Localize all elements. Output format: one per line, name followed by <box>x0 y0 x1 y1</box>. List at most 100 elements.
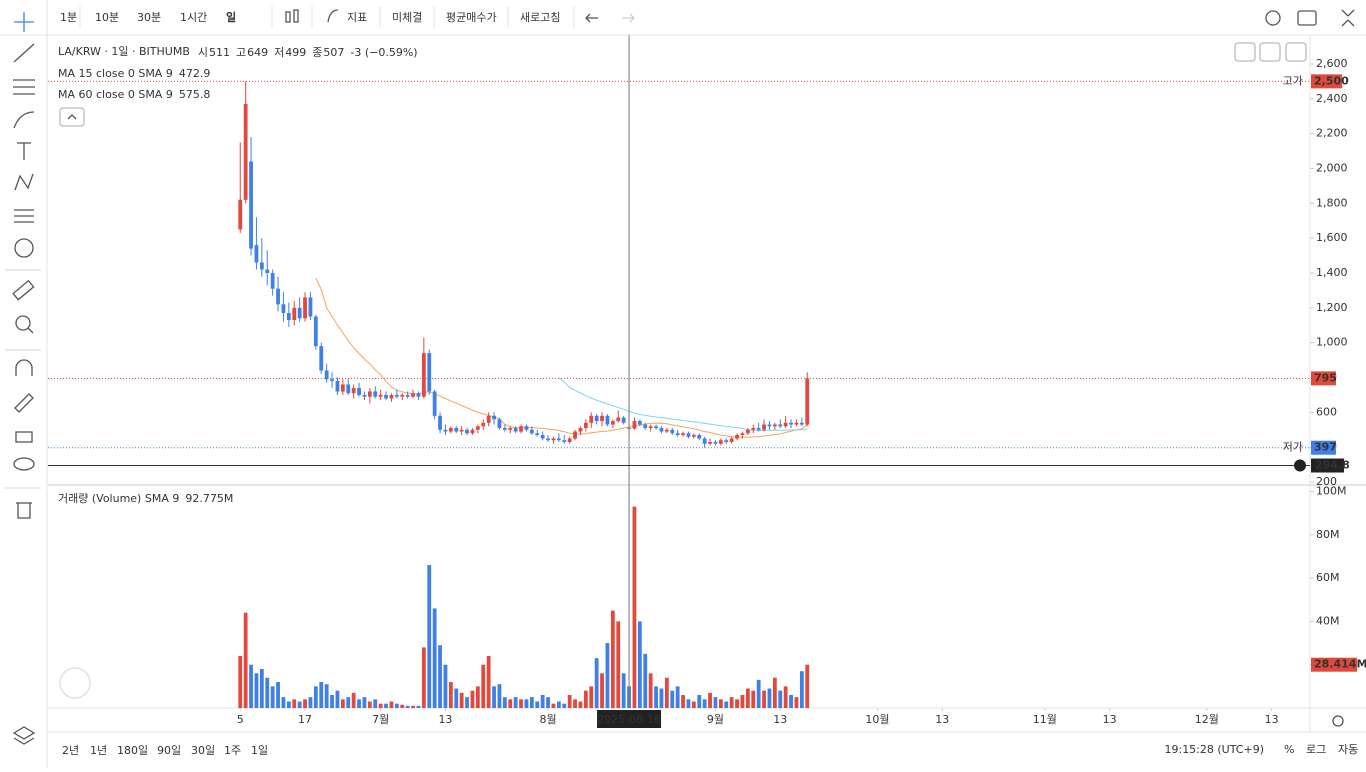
volume-bar <box>270 686 275 708</box>
interval-button[interactable]: 1분 <box>60 11 77 24</box>
volume-bar <box>751 690 756 708</box>
candle-body <box>411 393 415 397</box>
volume-bar <box>637 621 642 708</box>
range-button[interactable]: 90일 <box>157 743 181 757</box>
volume-bar <box>324 684 329 708</box>
visibility-tool[interactable] <box>13 457 35 471</box>
pattern-tool[interactable] <box>14 173 34 191</box>
candle-body <box>259 262 264 270</box>
candle-body <box>783 422 788 427</box>
volume-bar <box>411 705 415 708</box>
ohlc-value: 507 <box>323 46 344 59</box>
trendline-tool[interactable] <box>13 43 35 63</box>
volume-bar <box>697 695 702 708</box>
crosshair-price: 294.8 <box>1315 459 1350 472</box>
snapshot-button[interactable] <box>1297 10 1317 26</box>
layers-tool[interactable] <box>12 726 36 745</box>
range-button[interactable]: 30일 <box>191 743 215 757</box>
magnet-tool[interactable] <box>15 359 33 376</box>
range-button[interactable]: 2년 <box>62 744 79 757</box>
volume-bar <box>778 690 783 708</box>
range-button[interactable]: 1년 <box>90 744 107 757</box>
reset-button[interactable] <box>1285 42 1307 62</box>
candle-body <box>502 428 507 430</box>
scale-option[interactable]: 자동 <box>1338 743 1358 756</box>
range-button[interactable]: 180일 <box>117 743 148 757</box>
fullscreen-button[interactable] <box>1341 9 1355 27</box>
candle-body <box>756 428 761 430</box>
volume-bar <box>789 695 793 708</box>
ruler-tool[interactable] <box>12 279 35 301</box>
candle-body <box>535 433 540 435</box>
volume-bar <box>783 686 788 708</box>
scroll-down-button[interactable] <box>1234 42 1256 62</box>
candle-body <box>546 438 550 441</box>
interval-button[interactable]: 1시간 <box>180 11 207 24</box>
range-button[interactable]: 1주 <box>224 744 241 757</box>
collapse-button[interactable] <box>1259 42 1281 62</box>
settings-button[interactable] <box>1265 10 1281 26</box>
candle-body <box>529 429 534 434</box>
lock-tool[interactable] <box>15 431 33 443</box>
toolbar-button[interactable]: 새로고침 <box>520 11 560 24</box>
interval-button[interactable]: 10분 <box>95 11 119 24</box>
volume-bar <box>745 688 750 708</box>
legend-toggle-icon <box>67 114 77 120</box>
interval-button[interactable]: 일 <box>226 10 236 24</box>
range-button[interactable]: 1일 <box>251 743 268 757</box>
toolbar-button[interactable]: 미체결 <box>392 11 422 24</box>
axis-settings[interactable] <box>1332 715 1344 727</box>
legend-toggle[interactable] <box>59 107 85 127</box>
scale-option[interactable]: 로그 <box>1306 743 1326 756</box>
volume-bar <box>276 682 280 708</box>
ohlc-label: 고 <box>236 46 246 59</box>
volume-bar <box>772 677 777 708</box>
ma-line <box>558 377 808 432</box>
volume-bar <box>465 697 469 708</box>
interval-button[interactable]: 30분 <box>137 11 161 24</box>
emoji-tool[interactable] <box>14 238 34 258</box>
volume-bar <box>394 703 399 708</box>
volume-bar <box>243 612 248 708</box>
delete-tool[interactable] <box>16 502 32 519</box>
ohlc-value: 511 <box>209 46 230 59</box>
x-tick-label: 9월 <box>707 713 724 726</box>
x-tick-label: 7월 <box>372 713 389 726</box>
volume-bar <box>292 699 297 708</box>
left-toolbar <box>5 12 41 745</box>
candle-body <box>794 422 799 425</box>
candle-body <box>654 426 658 429</box>
candle-body <box>691 435 696 437</box>
y-tick-label: 1,600 <box>1316 231 1348 244</box>
candle-body <box>454 428 459 432</box>
change: -3 (−0.59%) <box>350 46 417 59</box>
toolbar-button[interactable]: 지표 <box>347 11 367 24</box>
volume-last-label: 28.414M <box>1314 658 1366 671</box>
ohlc-value: 499 <box>285 46 306 59</box>
forecast-tool[interactable] <box>14 209 34 223</box>
brush-tool[interactable] <box>13 111 35 129</box>
volume-bar <box>632 506 637 708</box>
undo-button[interactable] <box>585 13 598 23</box>
volume-bar <box>508 699 513 708</box>
volume-bar <box>319 682 324 708</box>
y-tick-label: 1,200 <box>1316 301 1348 314</box>
toolbar-button[interactable]: 평균매수가 <box>446 11 497 24</box>
candle-body <box>508 428 513 430</box>
candle-body <box>432 391 437 416</box>
text-tool[interactable] <box>17 142 31 160</box>
candle-body <box>340 384 345 392</box>
lock-draw-tool[interactable] <box>14 393 34 413</box>
zoom-tool[interactable] <box>15 315 34 334</box>
last-price-box <box>1311 371 1336 386</box>
volume-bar <box>654 686 658 708</box>
crosshair-tool[interactable] <box>14 12 34 32</box>
scale-option[interactable]: % <box>1284 743 1294 756</box>
fib-tool[interactable] <box>13 79 35 95</box>
redo-button[interactable] <box>622 13 635 23</box>
ohlc-value: 649 <box>247 46 268 59</box>
volume-sma: 92.775M <box>185 492 233 505</box>
candle-type-button[interactable] <box>285 9 299 23</box>
crosshair-plus[interactable] <box>1294 459 1306 472</box>
